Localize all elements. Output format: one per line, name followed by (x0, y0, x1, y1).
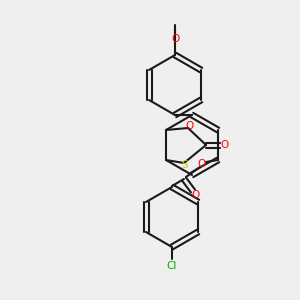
Text: O: O (220, 140, 228, 150)
Text: O: O (185, 121, 193, 131)
Text: S: S (182, 160, 188, 170)
Text: O: O (192, 190, 200, 200)
Text: Cl: Cl (167, 261, 177, 271)
Text: O: O (198, 159, 206, 169)
Text: O: O (171, 34, 179, 44)
